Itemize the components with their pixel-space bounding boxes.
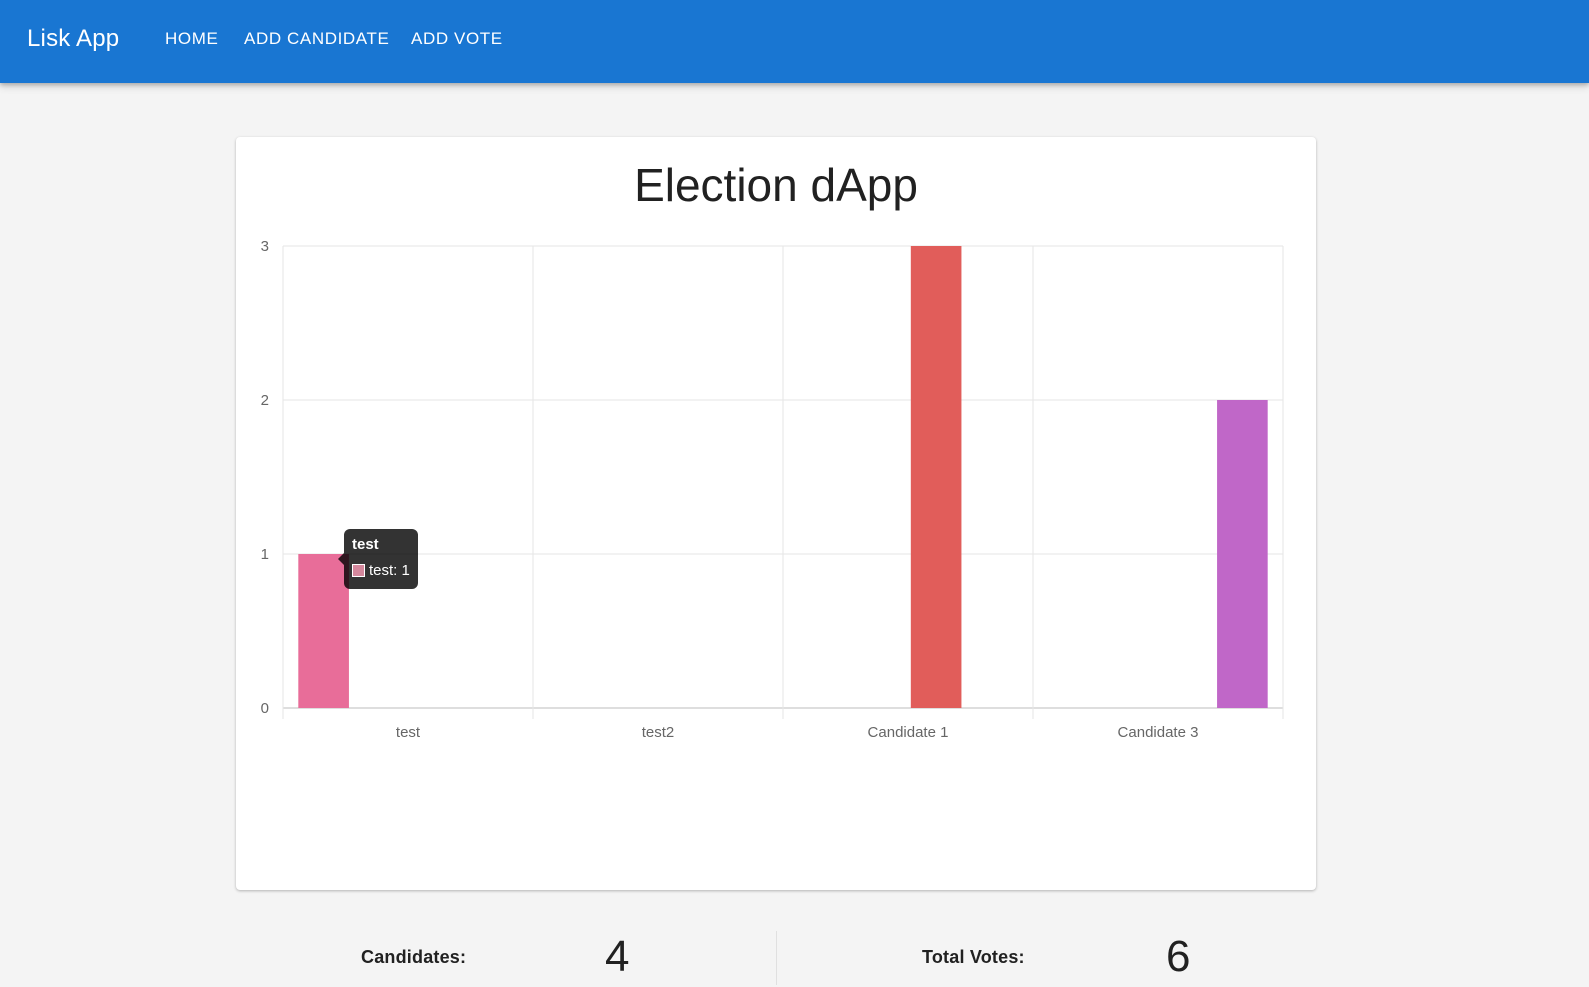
nav-add-vote-link[interactable]: ADD VOTE bbox=[411, 29, 503, 48]
candidates-label: Candidates: bbox=[361, 947, 467, 967]
bar bbox=[298, 554, 349, 708]
candidates-count: 4 bbox=[605, 932, 630, 981]
nav-home-link[interactable]: HOME bbox=[165, 29, 219, 48]
x-tick-label: test2 bbox=[642, 724, 675, 741]
bar bbox=[1217, 400, 1268, 708]
app-bar: Lisk App HOME ADD CANDIDATE ADD VOTE bbox=[0, 0, 1589, 83]
y-tick-label: 1 bbox=[261, 546, 269, 563]
stats-divider bbox=[776, 931, 777, 985]
x-tick-label: test bbox=[396, 724, 421, 741]
total-votes-count: 6 bbox=[1166, 932, 1191, 981]
tooltip-color-swatch bbox=[352, 564, 365, 577]
x-tick-label: Candidate 1 bbox=[868, 724, 949, 741]
y-tick-label: 2 bbox=[261, 392, 269, 409]
total-votes-label: Total Votes: bbox=[922, 947, 1025, 967]
tooltip-title: test bbox=[352, 536, 379, 553]
bar bbox=[910, 246, 962, 708]
y-tick-label: 3 bbox=[261, 238, 269, 255]
y-tick-label: 0 bbox=[261, 700, 269, 717]
page-title: Election dApp bbox=[634, 159, 918, 211]
stats-row: Candidates: 4 Total Votes: 6 bbox=[236, 927, 1316, 987]
tooltip-value: test: 1 bbox=[369, 562, 410, 579]
chart-tooltip: test test: 1 bbox=[338, 529, 418, 589]
nav-add-candidate-link[interactable]: ADD CANDIDATE bbox=[244, 29, 390, 48]
x-tick-label: Candidate 3 bbox=[1118, 724, 1199, 741]
vote-bar-chart: 0 1 2 3 test test2 Candidate 1 Candidate 3 bbox=[261, 238, 1284, 741]
election-card: Election dApp 0 1 2 3 test test2 Candidate 1 Ca… bbox=[236, 137, 1316, 985]
app-brand[interactable]: Lisk App bbox=[27, 25, 120, 52]
